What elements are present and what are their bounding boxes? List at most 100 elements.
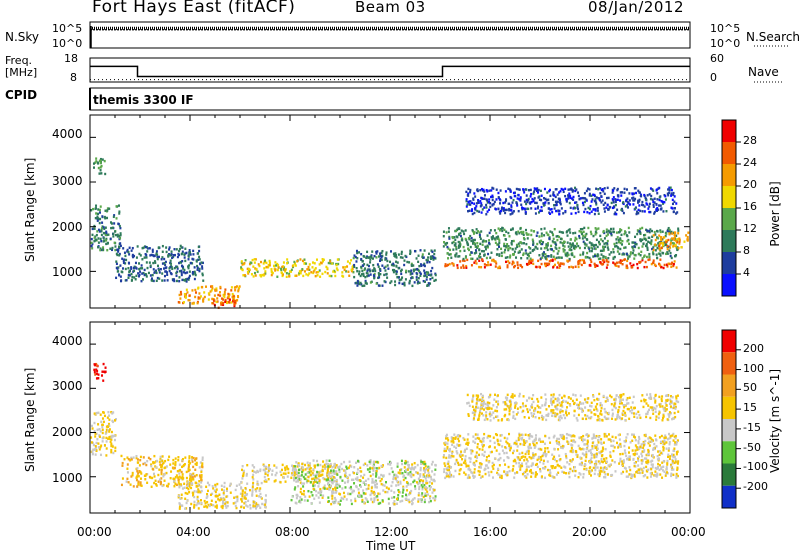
velocity-cell — [220, 498, 223, 501]
velocity-cell — [669, 436, 672, 440]
velocity-cell — [187, 463, 190, 467]
power-cell — [660, 238, 663, 241]
power-cell — [253, 261, 256, 264]
velocity-cell — [413, 497, 416, 500]
velocity-cell — [194, 468, 197, 471]
velocity-cell — [467, 464, 470, 468]
velocity-cell — [419, 475, 422, 478]
power-cell — [547, 202, 550, 205]
power-cell — [677, 232, 680, 235]
velocity-cell — [200, 481, 203, 484]
power-cell — [569, 196, 572, 200]
velocity-cell — [331, 500, 334, 504]
power-cell — [333, 269, 336, 273]
power-cell — [512, 239, 515, 243]
power-cell — [179, 297, 182, 300]
velocity-cell — [176, 470, 179, 473]
power-cell — [666, 192, 669, 195]
power-cell — [524, 249, 527, 252]
power-cell — [581, 196, 584, 200]
power-cell — [399, 256, 402, 259]
velocity-cell — [197, 490, 200, 494]
power-cell — [633, 257, 636, 260]
power-cell — [547, 207, 550, 210]
power-cell — [307, 265, 310, 269]
power-cell — [505, 230, 508, 233]
velocity-cell — [651, 453, 654, 457]
velocity-cell — [114, 419, 117, 422]
velocity-cell — [454, 437, 457, 440]
power-cell — [553, 227, 556, 231]
velocity-cell — [555, 473, 558, 476]
power-cell — [180, 293, 183, 296]
velocity-cell — [168, 455, 171, 458]
power-cell — [156, 257, 159, 261]
velocity-cell — [645, 457, 648, 460]
velocity-cell — [338, 492, 341, 495]
velocity-cell — [550, 465, 553, 468]
power-cell — [188, 252, 191, 255]
velocity-cell — [188, 456, 191, 460]
velocity-cell — [591, 447, 594, 450]
velocity-cell — [574, 469, 577, 473]
power-cell — [658, 252, 661, 256]
power-cell — [661, 241, 664, 245]
velocity-cell — [260, 481, 263, 485]
velocity-cell — [215, 495, 218, 498]
velocity-cell — [588, 470, 591, 473]
power-cell — [570, 248, 573, 252]
power-cell — [605, 242, 608, 245]
velocity-cell — [526, 473, 529, 476]
power-cell — [579, 259, 582, 262]
velocity-cell — [373, 466, 376, 470]
velocity-cell — [624, 440, 627, 444]
power-cell — [627, 256, 630, 259]
power-cell — [500, 254, 503, 258]
velocity-cell — [354, 477, 357, 481]
power-cell — [497, 227, 500, 230]
power-cell — [656, 198, 659, 201]
velocity-cell — [392, 502, 395, 505]
velocity-cell — [412, 498, 415, 501]
velocity-cell — [473, 464, 476, 467]
velocity-cell — [206, 495, 209, 498]
power-cell — [659, 254, 662, 257]
power-cell — [237, 289, 240, 293]
power-cell — [376, 250, 379, 253]
velocity-cell — [390, 489, 393, 492]
power-cell — [359, 281, 362, 285]
velocity-cell — [359, 466, 362, 469]
velocity-cell — [506, 473, 509, 477]
power-cell — [617, 265, 620, 268]
power-cell — [507, 247, 510, 251]
power-cell — [456, 235, 459, 239]
velocity-cell — [245, 504, 248, 507]
velocity-cell — [642, 444, 645, 447]
velocity-cell — [307, 489, 310, 493]
power-cell — [417, 260, 420, 264]
velocity-cell — [633, 464, 636, 468]
power-cell — [138, 267, 141, 271]
velocity-cell — [181, 504, 184, 507]
power-cell — [574, 189, 577, 193]
velocity-cell — [154, 465, 157, 468]
velocity-cell — [142, 462, 145, 466]
velocity-cell — [448, 468, 451, 472]
velocity-cell — [291, 464, 294, 467]
velocity-cell — [360, 470, 363, 473]
velocity-cell — [380, 477, 383, 481]
power-cell — [105, 231, 108, 235]
velocity-cell — [667, 432, 670, 436]
velocity-cell — [651, 465, 654, 469]
power-cell — [575, 242, 578, 245]
power-cell — [96, 230, 99, 233]
velocity-cell — [369, 493, 372, 497]
velocity-cell — [262, 463, 265, 466]
power-cell — [634, 206, 637, 209]
power-cell — [330, 262, 333, 265]
power-cell — [540, 198, 543, 202]
power-cell — [480, 197, 483, 200]
velocity-cell — [307, 475, 310, 479]
power-cell — [559, 241, 562, 244]
velocity-cell — [634, 461, 637, 464]
